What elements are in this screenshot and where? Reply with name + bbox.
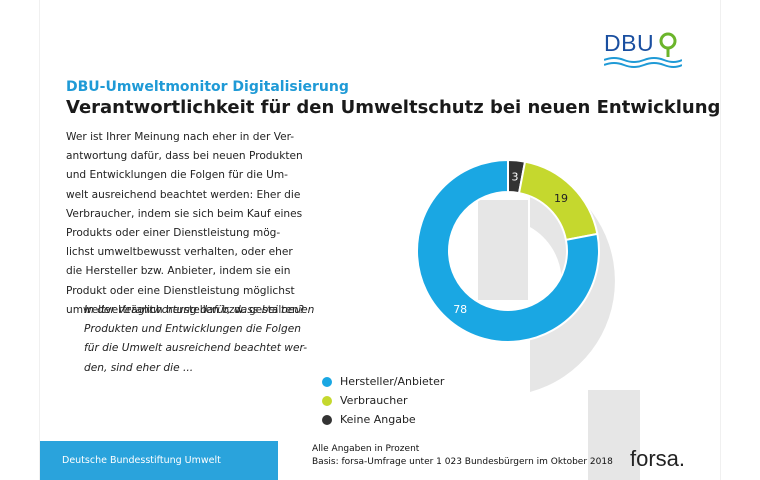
footer-note-basis: Basis: forsa-Umfrage unter 1 023 Bundesb… [312, 457, 613, 467]
dbu-logo-mark [604, 32, 682, 68]
donut-label-verbraucher: 19 [554, 192, 568, 205]
question-line: welt ausreichend beachtet werden: Eher d… [66, 188, 301, 201]
intro-line: Produkten und Entwicklungen die Folgen [84, 323, 301, 336]
footer-note: Alle Angaben in Prozent Basis: forsa-Umf… [312, 443, 613, 469]
legend-swatch-hersteller [322, 376, 332, 387]
legend-item-keine-angabe: Keine Angabe [322, 410, 444, 429]
question-line: Produkts oder einer Dienstleistung mög- [66, 227, 281, 240]
legend-label-hersteller: Hersteller/Anbieter [340, 375, 445, 388]
question-line: umweltverträglich herstellen bzw. gestal… [66, 303, 305, 316]
page-title: Verantwortlichkeit für den Umweltschutz … [66, 97, 720, 118]
question-line: Wer ist Ihrer Meinung nach eher in der V… [66, 131, 295, 143]
kicker-title: DBU-Umweltmonitor Digitalisierung [66, 79, 349, 95]
donut-chart: 3 19 78 [416, 158, 600, 343]
question-line: Produkt oder eine Dienstleistung möglich… [66, 284, 295, 297]
intro-line: für die Umwelt ausreichend beachtet wer- [84, 342, 308, 355]
footer-bar: Deutsche Bundesstiftung Umwelt [40, 441, 278, 480]
infographic-card: DBU DBU-Umweltmonitor Digitalisierung Ve… [40, 0, 720, 480]
question-line: Verbraucher, indem sie sich beim Kauf ei… [66, 207, 303, 220]
legend-swatch-verbraucher [322, 395, 332, 406]
intro-line: den, sind eher die ... [84, 361, 194, 374]
dbu-logo-text: DBU [604, 30, 655, 56]
chart-legend: Hersteller/Anbieter Verbraucher Keine An… [322, 372, 444, 429]
dbu-logo: DBU [604, 26, 682, 70]
footer-org-name: Deutsche Bundesstiftung Umwelt [62, 455, 221, 466]
legend-item-hersteller: Hersteller/Anbieter [322, 372, 444, 391]
legend-swatch-keine-angabe [322, 414, 332, 425]
intro-line: In der Verantwortung dafür, dass bei neu… [84, 304, 315, 316]
question-line: die Hersteller bzw. Anbieter, indem sie … [66, 265, 291, 278]
legend-item-verbraucher: Verbraucher [322, 391, 444, 410]
legend-label-keine-angabe: Keine Angabe [340, 413, 416, 426]
question-line: und Entwicklungen die Folgen für die Um- [66, 169, 288, 182]
intro-text: In der Verantwortung dafür, dass bei neu… [84, 301, 322, 378]
question-text: Wer ist Ihrer Meinung nach eher in der V… [66, 128, 321, 320]
donut-slice-hersteller [416, 158, 600, 343]
footer-note-unit: Alle Angaben in Prozent [312, 444, 420, 454]
question-line: lichst umweltbewusst verhalten, oder ehe… [66, 246, 293, 259]
forsa-logo: forsa. [630, 446, 686, 471]
question-line: antwortung dafür, dass bei neuen Produkt… [66, 150, 303, 163]
donut-label-keine-angabe: 3 [512, 170, 519, 183]
donut-label-hersteller: 78 [453, 303, 467, 316]
legend-label-verbraucher: Verbraucher [340, 394, 408, 407]
